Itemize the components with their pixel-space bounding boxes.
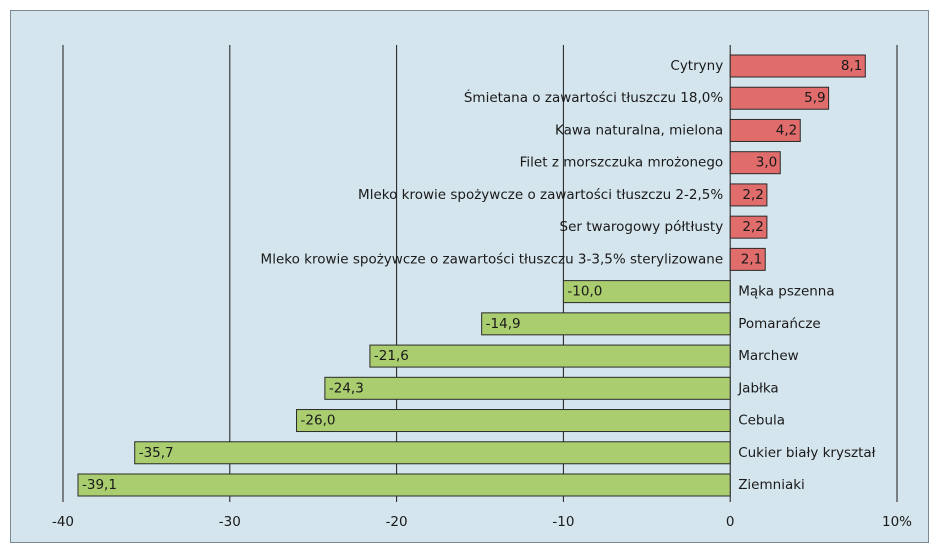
value-label: -39,1 bbox=[82, 477, 117, 493]
value-label: -21,6 bbox=[374, 348, 409, 364]
category-label: Ziemniaki bbox=[738, 477, 805, 493]
category-label: Pomarańcze bbox=[738, 316, 821, 332]
category-label: Kawa naturalna, mielona bbox=[555, 122, 723, 138]
x-tick-label: -20 bbox=[386, 514, 408, 530]
bar bbox=[729, 151, 781, 175]
x-tick-label: -30 bbox=[219, 514, 241, 530]
bar bbox=[729, 118, 801, 142]
category-label: Mleko krowie spożywcze o zawartości tłus… bbox=[261, 251, 724, 267]
value-label: 2,2 bbox=[742, 187, 763, 203]
bar bbox=[134, 441, 731, 465]
value-label: -10,0 bbox=[567, 284, 602, 300]
category-label: Filet z morszczuka mrożonego bbox=[520, 155, 724, 171]
x-tick-label: -40 bbox=[52, 514, 74, 530]
value-label: 4,2 bbox=[776, 122, 797, 138]
value-label: 8,1 bbox=[841, 58, 862, 74]
bar bbox=[481, 312, 731, 336]
bar bbox=[562, 280, 731, 304]
value-label: 3,0 bbox=[756, 155, 777, 171]
category-label: Mleko krowie spożywcze o zawartości tłus… bbox=[358, 187, 723, 203]
category-label: Mąka pszenna bbox=[738, 284, 834, 300]
bar bbox=[729, 247, 766, 271]
category-label: Cytryny bbox=[670, 58, 723, 74]
x-tick-label: 0 bbox=[726, 514, 735, 530]
category-label: Jabłka bbox=[737, 380, 779, 396]
bar bbox=[369, 344, 731, 368]
bar bbox=[729, 86, 830, 110]
value-label: -35,7 bbox=[139, 445, 174, 461]
bar bbox=[324, 376, 731, 400]
bar bbox=[77, 473, 731, 497]
value-label: -24,3 bbox=[329, 380, 364, 396]
category-label: Śmietana o zawartości tłuszczu 18,0% bbox=[464, 88, 724, 106]
category-label: Marchew bbox=[738, 348, 799, 364]
category-label: Ser twarogowy półtłusty bbox=[560, 219, 724, 235]
bar bbox=[296, 409, 731, 433]
value-label: 2,2 bbox=[742, 219, 763, 235]
value-label: 5,9 bbox=[804, 90, 825, 106]
bar bbox=[729, 54, 866, 78]
value-label: -14,9 bbox=[486, 316, 521, 332]
x-tick-label: -10 bbox=[552, 514, 574, 530]
value-label: 2,1 bbox=[741, 251, 762, 267]
value-label: -26,0 bbox=[301, 413, 336, 429]
category-label: Cebula bbox=[738, 413, 785, 429]
bar bbox=[729, 183, 768, 207]
x-tick-label: 10% bbox=[882, 514, 912, 530]
category-label: Cukier biały kryształ bbox=[738, 445, 875, 461]
bar bbox=[729, 215, 768, 239]
